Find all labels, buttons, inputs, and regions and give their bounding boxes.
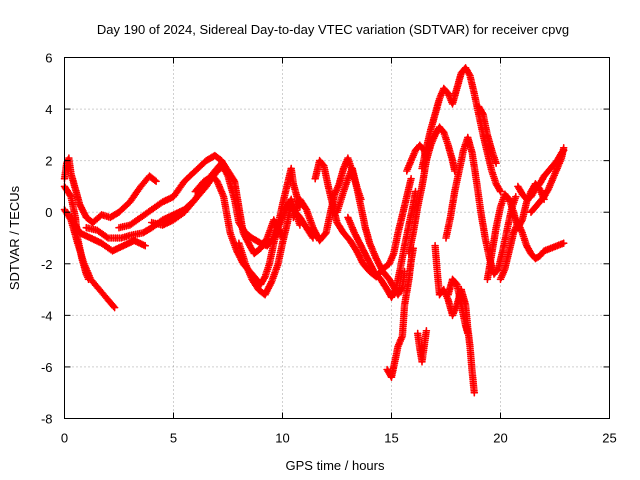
series-markers (65, 211, 149, 255)
y-axis-label: SDTVAR / TECUs (7, 185, 22, 290)
series-markers (496, 218, 568, 284)
series-markers (383, 244, 418, 381)
y-tick-label: -4 (41, 308, 53, 323)
y-tick-label: -6 (41, 360, 53, 375)
series-arc-26 (527, 144, 568, 216)
series-markers (444, 275, 472, 338)
series-arc-24 (496, 218, 568, 284)
series-markers (82, 162, 228, 242)
y-tick-label: 0 (45, 205, 52, 220)
series-arc-22 (474, 102, 500, 167)
series-arc-13 (344, 187, 420, 302)
series-arc-5 (82, 162, 228, 242)
series-arc-18 (418, 64, 505, 196)
series-arc-4 (65, 211, 149, 255)
series-markers (474, 102, 500, 167)
x-tick-label: 20 (493, 431, 507, 446)
series-markers (527, 144, 568, 216)
series-markers (333, 164, 409, 299)
y-tick-label: 6 (45, 51, 52, 66)
y-tick-label: -8 (41, 412, 53, 427)
series-markers (413, 327, 431, 366)
y-tick-label: -2 (41, 257, 53, 272)
series-arc-11 (311, 156, 415, 281)
plot-frame (64, 57, 610, 419)
series-layer (60, 64, 568, 397)
series-markers (431, 241, 479, 397)
series-arc-17 (413, 327, 431, 366)
series-arc-12 (333, 164, 409, 299)
series-arc-20 (444, 275, 472, 338)
x-tick-label: 25 (602, 431, 616, 446)
ticks: 0 5 10 15 20 25 -8 -6 -4 -2 0 2 4 6 (41, 51, 617, 446)
series-markers (418, 64, 505, 196)
series-markers (311, 156, 415, 281)
y-tick-label: 4 (45, 102, 52, 117)
x-tick-label: 15 (384, 431, 398, 446)
series-arc-14 (383, 244, 418, 381)
series-arc-19 (431, 241, 479, 397)
series-markers (344, 187, 420, 302)
series-markers (235, 200, 317, 299)
x-tick-label: 5 (170, 431, 177, 446)
series-arc-21 (442, 133, 520, 278)
x-tick-label: 0 (61, 431, 68, 446)
x-tick-label: 10 (275, 431, 289, 446)
x-axis-label: GPS time / hours (286, 458, 385, 473)
series-arc-9 (235, 200, 317, 299)
chart-title: Day 190 of 2024, Sidereal Day-to-day VTE… (97, 22, 569, 37)
series-markers (442, 133, 520, 278)
y-tick-label: 2 (45, 154, 52, 169)
